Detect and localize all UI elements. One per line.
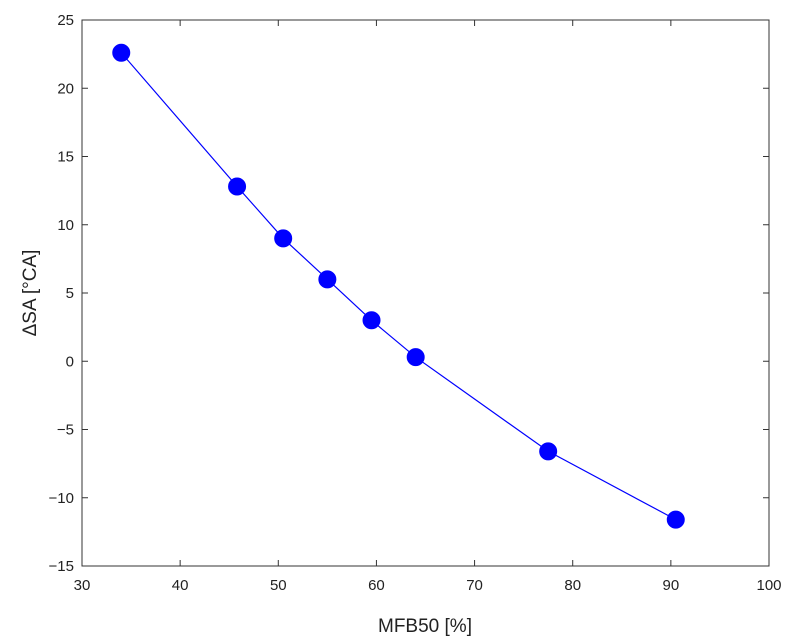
x-tick-label: 40 xyxy=(172,577,189,594)
x-tick-label: 30 xyxy=(74,577,91,594)
data-point xyxy=(112,43,131,62)
y-tick-label: 25 xyxy=(57,12,74,29)
plot-area xyxy=(81,19,770,567)
y-tick-label: −10 xyxy=(49,490,74,507)
x-tick-label: 80 xyxy=(564,577,581,594)
data-point xyxy=(274,229,293,248)
y-axis-title: ΔSA [°CA] xyxy=(20,250,41,337)
x-tick-label: 90 xyxy=(663,577,680,594)
series-line xyxy=(120,52,677,521)
x-tick-label: 100 xyxy=(756,577,781,594)
data-point xyxy=(362,311,381,330)
data-point xyxy=(228,177,247,196)
y-tick-label: −15 xyxy=(49,558,74,575)
x-tick-label: 70 xyxy=(466,577,483,594)
data-point xyxy=(539,442,558,461)
y-tick-label: 20 xyxy=(57,80,74,97)
data-point xyxy=(666,510,685,529)
y-tick-label: 15 xyxy=(57,149,74,166)
data-point xyxy=(318,270,337,289)
x-tick-label: 50 xyxy=(270,577,287,594)
series-points xyxy=(112,43,685,529)
data-point xyxy=(406,348,425,367)
x-tick-label: 60 xyxy=(368,577,385,594)
y-tick-label: −5 xyxy=(57,422,74,439)
y-tick-label: 5 xyxy=(66,285,74,302)
x-axis-title: MFB50 [%] xyxy=(378,616,472,637)
x-axis-ticks: 30 40 50 60 70 80 90 100 xyxy=(74,20,782,594)
y-tick-label: 0 xyxy=(66,353,74,370)
y-axis-ticks: 25 20 15 10 5 0 −5 −10 −15 xyxy=(49,12,769,575)
y-tick-label: 10 xyxy=(57,217,74,234)
